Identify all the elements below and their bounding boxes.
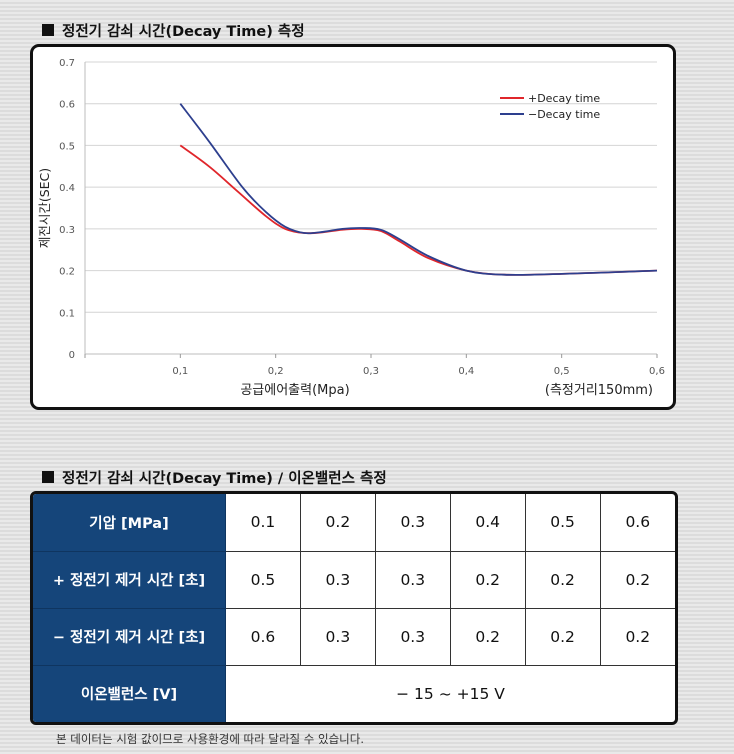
y-tick-label: 0.1 [59,308,75,319]
table-section-title-text: 정전기 감쇠 시간(Decay Time) / 이온밸런스 측정 [62,470,387,487]
footnote: 본 데이터는 시험 값이므로 사용환경에 따라 달라질 수 있습니다. [56,732,364,746]
y-tick-label: 0.7 [59,58,75,69]
y-tick-label: 0.2 [59,267,75,278]
table-cell: 0.2 [599,550,675,609]
table-cell: 0.6 [225,607,301,666]
table-row: + 정전기 제거 시간 [초] 0.5 0.3 0.3 0.2 0.2 0.2 [33,550,675,609]
square-bullet-icon [42,471,54,483]
table-cell: 0.3 [299,607,376,666]
legend-label: −Decay time [528,108,600,121]
measurement-table: 기압 [MPa] 0.1 0.2 0.3 0.4 0.5 0.6 + 정전기 제… [33,494,675,722]
table-section-title: 정전기 감쇠 시간(Decay Time) / 이온밸런스 측정 [42,466,387,488]
table-cell: 0.3 [299,550,376,609]
table-row: 이온밸런스 [V] − 15 ~ +15 V [33,664,675,722]
table-cell: 0.2 [449,607,526,666]
table-cell: 0.6 [599,494,675,552]
x-tick-label: 0,1 [172,366,188,377]
table-cell: 0.2 [299,494,376,552]
table-cell: 0.2 [524,550,601,609]
table-cell: 0.3 [374,494,451,552]
table-cell: 0.1 [225,494,301,552]
y-tick-label: 0 [69,350,75,361]
legend-label: +Decay time [528,92,600,105]
table-cell: 0.4 [449,494,526,552]
minus-decay-line [179,103,658,276]
x-tick-label: 0,5 [554,366,570,377]
square-bullet-icon [42,24,54,36]
y-tick-label: 0.5 [59,141,75,152]
y-axis-title: 제전시간(SEC) [37,168,52,248]
table-row: 기압 [MPa] 0.1 0.2 0.3 0.4 0.5 0.6 [33,494,675,552]
y-tick-label: 0.6 [59,100,75,111]
x-tick-label: 0,2 [268,366,284,377]
x-tick-label: 0,6 [649,366,665,377]
chart-svg: 0 0.1 0.2 0.3 0.4 0.5 0.6 0.7 0,1 0,2 0,3 0,4 0,5 0,6… [37,58,665,398]
table-cell: 0.3 [374,550,451,609]
measurement-table-container: 기압 [MPa] 0.1 0.2 0.3 0.4 0.5 0.6 + 정전기 제… [30,491,678,725]
plus-decay-line [179,144,658,276]
table-cell: 0.2 [599,607,675,666]
x-tick-label: 0,4 [458,366,474,377]
chart-section-title-text: 정전기 감쇠 시간(Decay Time) 측정 [62,23,305,40]
decay-time-chart: 0 0.1 0.2 0.3 0.4 0.5 0.6 0.7 0,1 0,2 0,3 0,4 0,5 0,6… [30,44,676,410]
table-cell: 0.2 [524,607,601,666]
table-cell: 0.2 [449,550,526,609]
table-cell: 0.3 [374,607,451,666]
row-header: + 정전기 제거 시간 [초] [33,550,226,609]
table-row: − 정전기 제거 시간 [초] 0.6 0.3 0.3 0.2 0.2 0.2 [33,607,675,666]
x-tick-label: 0,3 [363,366,379,377]
row-header: − 정전기 제거 시간 [초] [33,607,226,666]
y-tick-label: 0.4 [59,183,75,194]
chart-section-title: 정전기 감쇠 시간(Decay Time) 측정 [42,19,305,41]
table-cell: 0.5 [524,494,601,552]
row-header: 기압 [MPa] [33,494,226,552]
table-cell: 0.5 [225,550,301,609]
y-tick-label: 0.3 [59,225,75,236]
ion-balance-value: − 15 ~ +15 V [225,664,675,722]
measurement-distance-note: (측정거리150mm) [545,383,653,398]
x-axis-title: 공급에어출력(Mpa) [240,383,349,398]
row-header: 이온밸런스 [V] [33,664,226,722]
